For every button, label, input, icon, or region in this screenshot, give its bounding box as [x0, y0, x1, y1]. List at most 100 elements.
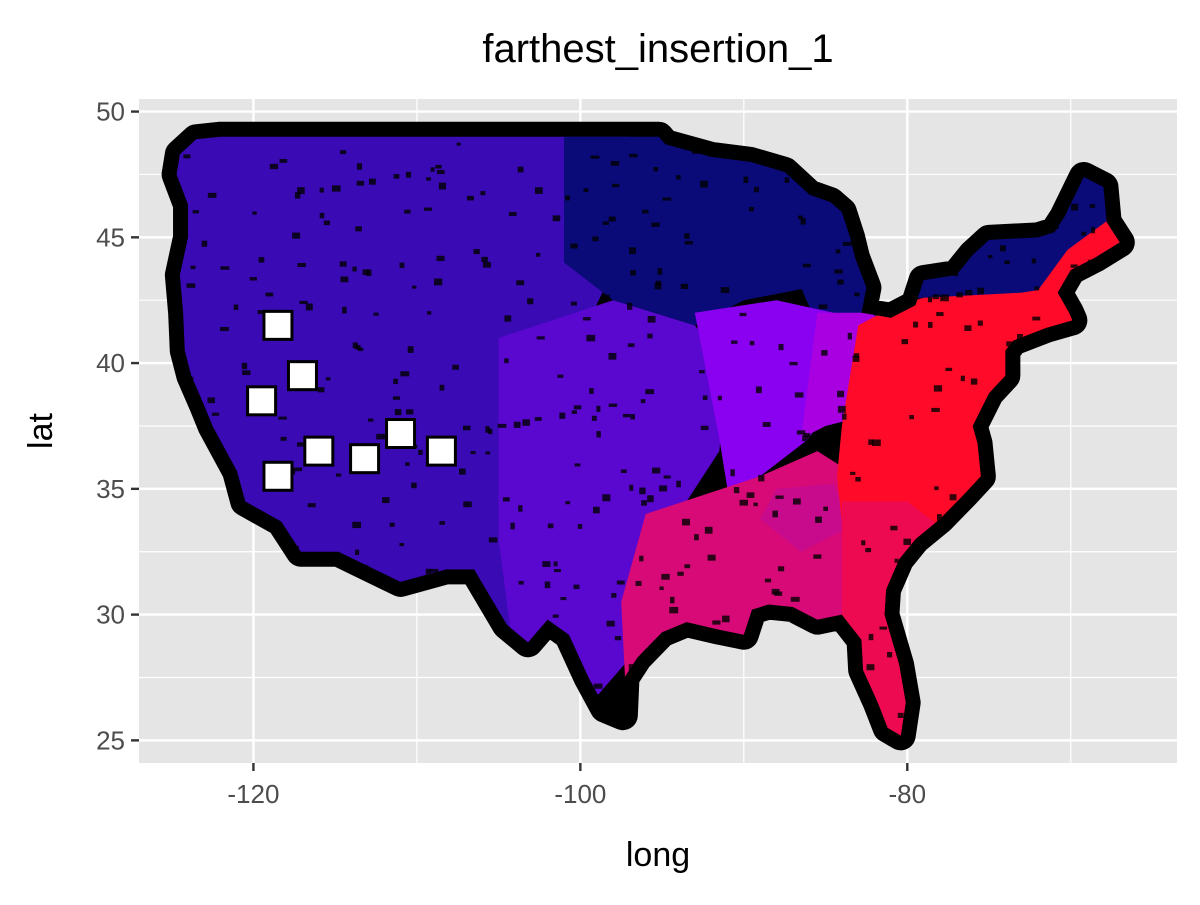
tour-path-fragment — [749, 340, 755, 346]
tour-path-fragment — [411, 482, 417, 489]
tour-path-fragment — [481, 256, 488, 263]
tour-path-fragment — [592, 506, 600, 514]
tour-path-fragment — [934, 486, 939, 491]
tour-path-fragment — [676, 480, 681, 488]
tour-path-fragment — [712, 620, 721, 625]
tour-path-fragment — [278, 416, 287, 420]
tour-path-fragment — [855, 477, 861, 482]
tour-path-fragment — [932, 294, 940, 300]
tour-path-fragment — [249, 277, 257, 281]
y-tick-label: 50 — [96, 97, 125, 127]
tour-path-fragment — [647, 315, 656, 323]
tour-path-fragment — [1032, 316, 1041, 321]
tour-path-fragment — [593, 683, 603, 689]
tour-path-fragment — [518, 580, 524, 585]
tour-path-fragment — [842, 241, 852, 246]
gap-patch — [349, 443, 381, 475]
tour-path-fragment — [879, 626, 888, 630]
tour-path-fragment — [847, 332, 852, 340]
tour-path-fragment — [480, 191, 486, 196]
tour-path-fragment — [294, 192, 301, 199]
tour-path-fragment — [639, 555, 644, 562]
tour-path-fragment — [186, 283, 196, 288]
tour-path-fragment — [611, 183, 620, 188]
tour-path-fragment — [352, 266, 357, 272]
tour-path-fragment — [909, 415, 914, 420]
tour-path-fragment — [1070, 264, 1078, 268]
tour-path-fragment — [382, 497, 390, 504]
tour-path-fragment — [429, 568, 439, 573]
tour-path-fragment — [803, 432, 811, 437]
gap-patch — [262, 460, 294, 492]
tour-path-fragment — [743, 176, 749, 184]
tour-path-fragment — [602, 494, 611, 502]
tour-path-fragment — [676, 175, 681, 180]
tour-path-fragment — [837, 390, 845, 398]
tour-path-fragment — [629, 484, 634, 491]
tour-path-fragment — [394, 409, 402, 416]
tour-path-fragment — [462, 425, 471, 431]
tour-path-fragment — [297, 442, 305, 447]
tour-path-fragment — [796, 430, 806, 435]
tour-path-fragment — [659, 485, 668, 492]
tour-path-fragment — [630, 414, 636, 420]
tour-path-fragment — [956, 292, 963, 298]
chart-title: farthest_insertion_1 — [482, 27, 833, 71]
tour-path-fragment — [470, 451, 476, 455]
tour-path-fragment — [655, 280, 662, 286]
tour-path-fragment — [508, 211, 517, 216]
tour-path-fragment — [339, 261, 347, 267]
tour-path-fragment — [340, 150, 347, 155]
tour-path-fragment — [220, 266, 230, 270]
tour-path-fragment — [850, 471, 856, 475]
tour-path-fragment — [987, 255, 993, 259]
tour-path-fragment — [837, 405, 846, 413]
tour-path-fragment — [739, 312, 747, 317]
tour-path-fragment — [456, 142, 461, 146]
tour-path-fragment — [517, 166, 524, 173]
tour-path-fragment — [731, 340, 738, 344]
tour-path-fragment — [257, 310, 266, 315]
tour-path-fragment — [834, 269, 843, 274]
tour-path-fragment — [818, 304, 828, 309]
tour-path-fragment — [790, 596, 800, 602]
tour-path-fragment — [647, 495, 654, 503]
tour-path-fragment — [297, 187, 305, 195]
tour-path-fragment — [355, 226, 362, 232]
tour-path-fragment — [411, 285, 417, 289]
tour-path-fragment — [352, 521, 362, 529]
tour-path-fragment — [357, 347, 364, 352]
tour-path-fragment — [405, 462, 410, 466]
tour-path-fragment — [340, 276, 349, 283]
y-tick-label: 35 — [96, 474, 125, 504]
tour-path-fragment — [651, 222, 660, 227]
x-axis-label: long — [626, 836, 690, 874]
tour-path-fragment — [702, 395, 708, 400]
tour-path-fragment — [866, 664, 875, 671]
tour-path-fragment — [463, 501, 472, 508]
tour-path-fragment — [466, 195, 474, 201]
tour-path-fragment — [589, 387, 594, 394]
tour-path-fragment — [570, 243, 578, 249]
tour-path-fragment — [241, 362, 248, 370]
tour-path-fragment — [865, 547, 872, 553]
tour-path-fragment — [684, 564, 691, 569]
tour-path-fragment — [746, 492, 755, 498]
tour-path-fragment — [596, 431, 601, 438]
tour-path-fragment — [630, 270, 636, 276]
tour-path-fragment — [436, 169, 445, 175]
tour-path-fragment — [842, 413, 847, 420]
tour-path-fragment — [647, 333, 653, 339]
tour-path-fragment — [547, 523, 554, 529]
tour-path-fragment — [739, 499, 749, 506]
tour-path-fragment — [977, 287, 985, 295]
tour-path-fragment — [565, 195, 570, 201]
tour-path-fragment — [430, 167, 435, 172]
tour-path-fragment — [439, 521, 445, 525]
tour-path-fragment — [433, 278, 443, 286]
tour-path-fragment — [620, 469, 627, 474]
tour-path-fragment — [704, 526, 713, 534]
tour-path-fragment — [452, 364, 459, 370]
tour-path-fragment — [641, 500, 648, 506]
tour-path-fragment — [755, 386, 762, 394]
